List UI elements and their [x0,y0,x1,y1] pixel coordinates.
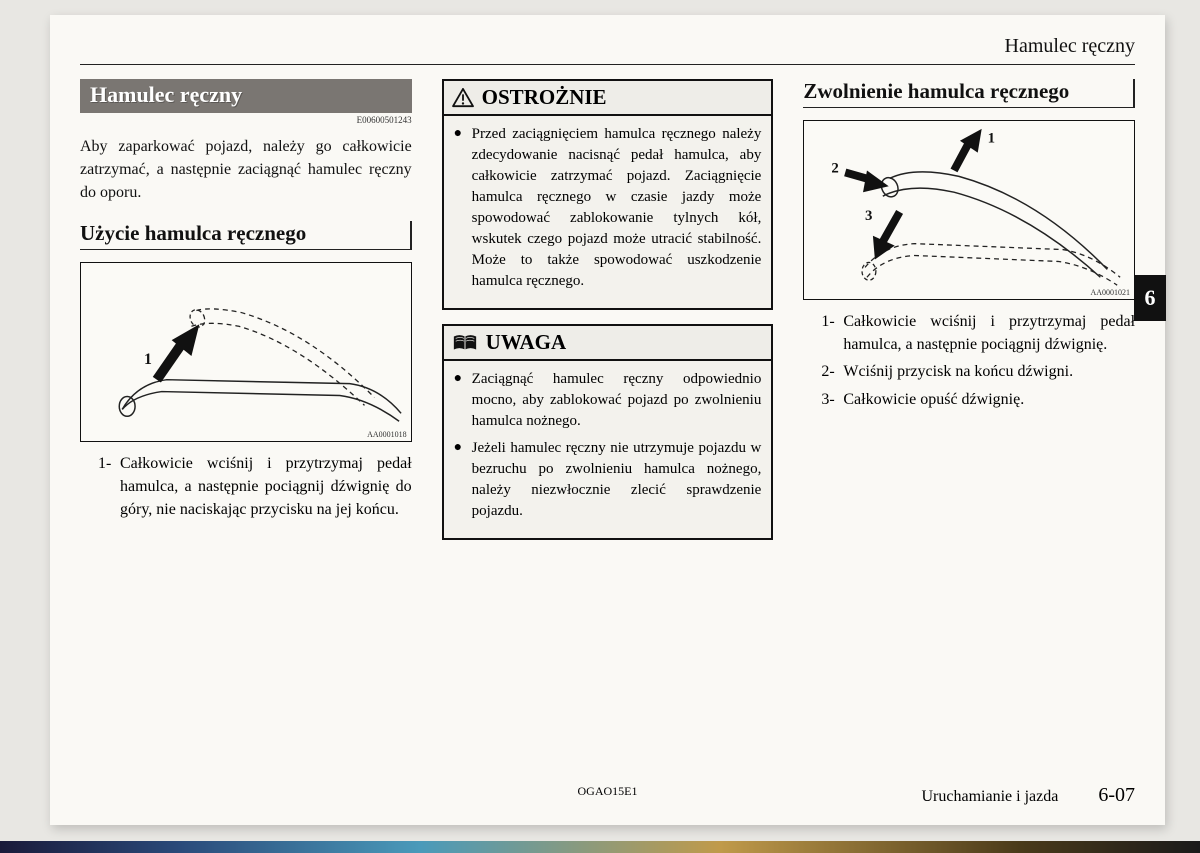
figure-engage: 1 AA0001018 [80,262,412,442]
section-heading: Zwolnienie hamulca ręcznego [803,79,1135,108]
footer-section: Uruchamianie i jazda [922,788,1059,806]
bullet-text: Przed zaciągnięciem hamulca ręcznego nal… [472,124,762,292]
item-text: Całkowicie opuść dźwignię. [843,388,1135,411]
note-title: UWAGA [486,330,567,355]
caution-box: OSTROŻNIE ● Przed zaciągnięciem hamulca … [442,79,774,310]
scan-edge-gradient [0,841,1200,853]
item-text: Wciśnij przycisk na końcu dźwigni. [843,360,1135,383]
note-body: ● Zaciągnąć hamulec ręczny odpowiednio m… [444,361,772,538]
numbered-list: 1- Całkowicie wciśnij i przytrzymaj peda… [98,452,412,522]
svg-text:2: 2 [832,160,839,176]
item-text: Całkowicie wciśnij i przytrzymaj pedał h… [843,310,1135,356]
list-item: 3- Całkowicie opuść dźwignię. [821,388,1135,411]
column-2: OSTROŻNIE ● Przed zaciągnięciem hamulca … [442,79,774,554]
bullet-item: ● Jeżeli hamulec ręczny nie utrzymuje po… [454,438,762,522]
item-number: 2- [821,360,843,383]
column-1: Hamulec ręczny E00600501243 Aby zaparkow… [80,79,412,554]
note-box: UWAGA ● Zaciągnąć hamulec ręczny odpowie… [442,324,774,540]
bullet-icon: ● [454,124,472,292]
svg-text:1: 1 [144,350,152,367]
svg-text:3: 3 [865,208,872,224]
page-number: 6-07 [1098,784,1135,807]
item-number: 1- [98,452,120,522]
chapter-tab: 6 [1134,275,1166,321]
figure-release: 1 2 3 AA0001021 [803,120,1135,300]
book-icon [452,333,478,353]
intro-text: Aby zaparkować pojazd, należy go całkowi… [80,135,412,205]
content-columns: Hamulec ręczny E00600501243 Aby zaparkow… [80,79,1135,554]
page-footer: OGAO15E1 Uruchamianie i jazda 6-07 [80,784,1135,807]
list-item: 1- Całkowicie wciśnij i przytrzymaj peda… [98,452,412,522]
bullet-item: ● Zaciągnąć hamulec ręczny odpowiednio m… [454,369,762,432]
manual-page: Hamulec ręczny Hamulec ręczny E006005012… [50,15,1165,825]
reference-code: E00600501243 [80,115,412,125]
section-heading: Użycie hamulca ręcznego [80,221,412,250]
figure-code: AA0001018 [367,430,407,439]
footer-code: OGAO15E1 [578,784,638,799]
warning-triangle-icon [452,88,474,108]
bullet-text: Jeżeli hamulec ręczny nie utrzymuje poja… [472,438,762,522]
item-number: 3- [821,388,843,411]
bullet-text: Zaciągnąć hamulec ręczny odpowiednio moc… [472,369,762,432]
figure-code: AA0001021 [1090,288,1130,297]
list-item: 1- Całkowicie wciśnij i przytrzymaj peda… [821,310,1135,356]
svg-text:1: 1 [988,131,995,147]
title-bar: Hamulec ręczny [80,79,412,113]
caution-header: OSTROŻNIE [444,81,772,116]
bullet-icon: ● [454,438,472,522]
page-header: Hamulec ręczny [80,35,1135,65]
note-header: UWAGA [444,326,772,361]
bullet-icon: ● [454,369,472,432]
column-3: Zwolnienie hamulca ręcznego 1 [803,79,1135,554]
handbrake-release-diagram: 1 2 3 [804,121,1134,299]
caution-body: ● Przed zaciągnięciem hamulca ręcznego n… [444,116,772,308]
caution-title: OSTROŻNIE [482,85,607,110]
bullet-item: ● Przed zaciągnięciem hamulca ręcznego n… [454,124,762,292]
handbrake-engage-diagram: 1 [81,263,411,441]
numbered-list: 1- Całkowicie wciśnij i przytrzymaj peda… [821,310,1135,411]
item-text: Całkowicie wciśnij i przytrzymaj pedał h… [120,452,412,522]
list-item: 2- Wciśnij przycisk na końcu dźwigni. [821,360,1135,383]
item-number: 1- [821,310,843,356]
